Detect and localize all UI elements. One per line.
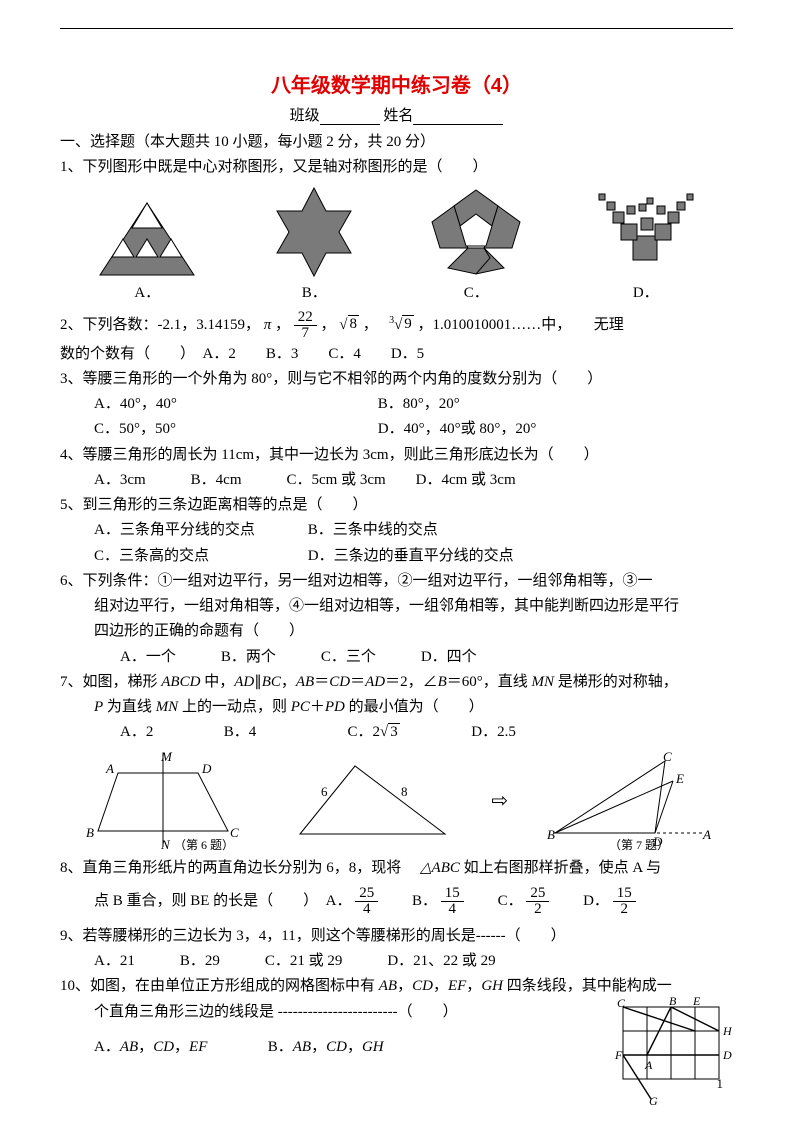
q1-fig-b [267, 184, 362, 279]
name-blank[interactable] [413, 110, 503, 125]
q7-opts: A．2 B．4 C．2√3 D．2.5 [60, 721, 733, 744]
q1-fig-c [426, 184, 526, 279]
svg-text:D: D [722, 1048, 732, 1062]
class-label: 班级 [290, 108, 320, 124]
svg-text:A: A [644, 1058, 653, 1072]
q9-opts: A．21 B．29 C．21 或 29 D．21、22 或 29 [60, 950, 733, 973]
q1-fig-d [591, 184, 701, 279]
q4-opts: A．3cm B．4cm C．5cm 或 3cm D．4cm 或 3cm [60, 469, 733, 492]
q5-stem: 5、到三角形的三条边距离相等的点是（ ） [60, 494, 733, 517]
q5-row2: C．三条高的交点 D．三条边的垂直平分线的交点 [60, 545, 733, 568]
svg-text:H: H [722, 1024, 733, 1038]
section-heading: 一、选择题（本大题共 10 小题，每小题 2 分，共 20 分） [60, 131, 733, 154]
svg-text:E: E [692, 997, 701, 1008]
q6-l3: 四边形的正确的命题有（ ） [60, 620, 733, 643]
q3-stem: 3、等腰三角形的一个外角为 80°，则与它不相邻的两个内角的度数分别为（ ） [60, 368, 733, 391]
q3-row2: C．50°，50° D．40°，40°或 80°，20° [60, 418, 733, 441]
svg-text:A: A [105, 761, 114, 776]
q1-d: D． [591, 281, 701, 302]
q1-caps: A． B． C． D． [60, 281, 733, 302]
q7-l2: P 为直线 MN 上的一动点，则 PC＋PD 的最小值为（ ） [60, 696, 733, 719]
q6-l1: 6、下列条件：①一组对边平行，另一组对边相等，②一组对边平行，一组邻角相等，③一 [60, 570, 733, 593]
page-number: 1 [717, 1076, 724, 1092]
svg-text:B: B [547, 827, 555, 842]
svg-text:E: E [675, 771, 684, 786]
page-title: 八年级数学期中练习卷（4） [60, 69, 733, 98]
q7-fig-fold: B A C D E （第 7 题） [545, 751, 715, 851]
svg-text:A: A [702, 827, 711, 842]
q7-fig-tri68: 6 8 [285, 756, 455, 846]
svg-text:D: D [201, 761, 212, 776]
q1-a: A． [92, 281, 202, 302]
name-label: 姓名 [383, 108, 413, 124]
fill-row: 班级 姓名 [60, 104, 733, 125]
class-blank[interactable] [320, 110, 380, 125]
svg-text:8: 8 [401, 784, 408, 799]
q10-figure: C E B H F D A G [603, 997, 733, 1107]
q8-fa: 254 [355, 886, 378, 917]
q7-figs: M N A D B C （第 6 题） 6 8 ⇨ B A C D E （第 7… [60, 751, 733, 851]
frac-22-7: 227 [294, 310, 317, 341]
q2-l1: 2、下列各数：-2.1，3.14159， π ， 227 ， √8 ， 3√9 … [60, 310, 733, 341]
q3-row1: A．40°，40° B．80°，20° [60, 393, 733, 416]
q2-l2: 数的个数有（ ） A．2 B．3 C．4 D．5 [60, 343, 733, 366]
q7-fig-trapezoid: M N A D B C （第 6 题） [78, 751, 248, 851]
q1-b: B． [267, 281, 362, 302]
svg-text:（第 7 题）: （第 7 题） [609, 838, 669, 851]
arrow-icon: ⇨ [491, 788, 508, 813]
svg-text:（第 6 题）: （第 6 题） [174, 838, 234, 851]
svg-text:G: G [649, 1094, 658, 1107]
q8-fd: 152 [613, 886, 636, 917]
svg-text:F: F [614, 1048, 623, 1062]
svg-text:N: N [160, 837, 171, 851]
q10-l1: 10、如图，在由单位正方形组成的网格图标中有 AB，CD，EF，GH 四条线段，… [60, 975, 733, 998]
svg-text:M: M [160, 751, 173, 764]
q8-l1: 8、直角三角形纸片的两直角边长分别为 6，8，现将 △ABC 如上右图那样折叠，… [60, 857, 733, 880]
q7-l1: 7、如图，梯形 ABCD 中，AD∥BC，AB＝CD＝AD＝2，∠B＝60°，直… [60, 671, 733, 694]
svg-text:6: 6 [321, 784, 328, 799]
q6-opts: A．一个 B．两个 C．三个 D．四个 [60, 646, 733, 669]
q8-l2: 点 B 重合，则 BE 的长是（ ） A． 254 B． 154 C． 252 … [60, 886, 733, 917]
q1-figures [60, 184, 733, 279]
q5-row1: A．三条角平分线的交点 B．三条中线的交点 [60, 519, 733, 542]
q9-stem: 9、若等腰梯形的三边长为 3，4，11，则这个等腰梯形的周长是------（ ） [60, 925, 733, 948]
svg-text:C: C [663, 751, 672, 764]
svg-text:B: B [86, 825, 94, 840]
q1-stem: 1、下列图形中既是中心对称图形，又是轴对称图形的是（ ） [60, 156, 733, 179]
q1-fig-a [92, 199, 202, 279]
q8-fb: 154 [441, 886, 464, 917]
q8-fc: 252 [526, 886, 549, 917]
q1-c: C． [426, 281, 526, 302]
q6-l2: 组对边平行，一组对角相等，④一组对边相等，一组邻角相等，其中能判断四边形是平行 [60, 595, 733, 618]
q4-stem: 4、等腰三角形的周长为 11cm，其中一边长为 3cm，则此三角形底边长为（ ） [60, 444, 733, 467]
